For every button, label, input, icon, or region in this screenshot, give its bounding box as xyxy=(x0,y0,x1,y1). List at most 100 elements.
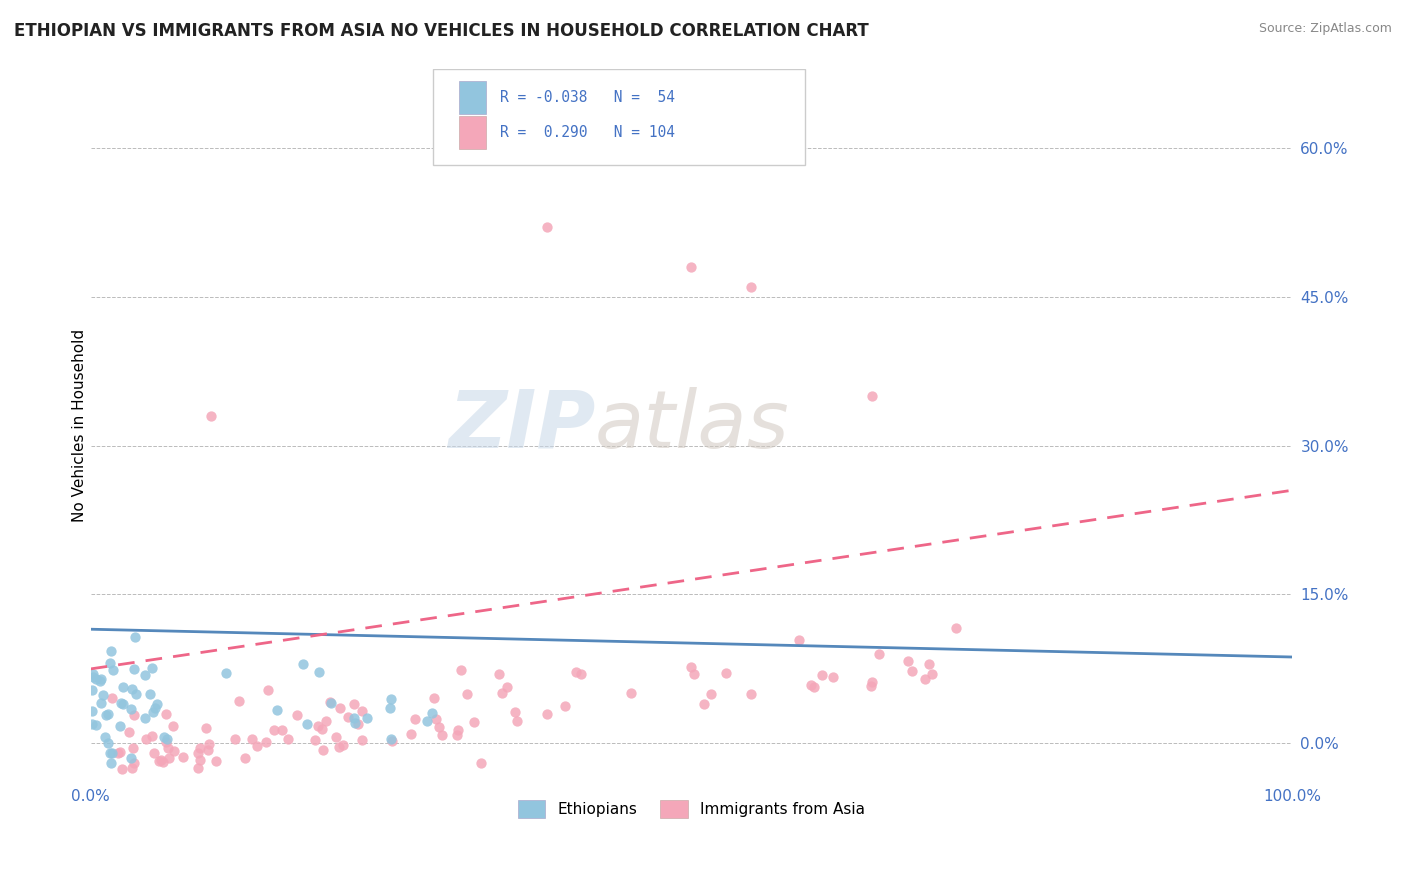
Point xyxy=(141,660,163,674)
Point xyxy=(945,621,967,635)
Point xyxy=(100,746,122,760)
Point xyxy=(233,751,256,765)
Point xyxy=(422,706,444,720)
Point xyxy=(536,220,558,235)
Point xyxy=(97,736,120,750)
Text: atlas: atlas xyxy=(595,387,790,465)
Point xyxy=(416,714,439,728)
Point xyxy=(285,707,308,722)
Point xyxy=(149,753,172,767)
Point xyxy=(228,694,250,708)
Point xyxy=(917,657,939,672)
FancyBboxPatch shape xyxy=(460,80,486,113)
Point xyxy=(84,672,107,686)
Point xyxy=(155,735,177,749)
Point xyxy=(141,729,163,743)
Point xyxy=(921,666,943,681)
Point xyxy=(163,744,186,758)
Point xyxy=(200,409,222,423)
Point xyxy=(120,751,142,765)
Point xyxy=(787,633,810,648)
Text: R =  0.290   N = 104: R = 0.290 N = 104 xyxy=(501,126,675,140)
Point xyxy=(470,756,492,771)
Point xyxy=(569,667,592,681)
Point xyxy=(266,703,288,717)
Point xyxy=(84,718,107,732)
Point xyxy=(463,715,485,730)
Point xyxy=(291,657,314,671)
Point xyxy=(134,710,156,724)
Point xyxy=(860,675,883,690)
Point xyxy=(683,667,706,681)
Point xyxy=(100,644,122,658)
Point xyxy=(868,647,890,661)
Point xyxy=(263,723,285,738)
Point xyxy=(162,719,184,733)
Point xyxy=(325,730,347,744)
Point xyxy=(681,260,703,274)
Point xyxy=(90,672,112,686)
Point xyxy=(488,667,510,681)
Point xyxy=(198,737,221,751)
Point xyxy=(896,654,918,668)
Point xyxy=(157,741,180,756)
Point xyxy=(240,732,263,747)
Point xyxy=(153,730,176,744)
Point xyxy=(188,753,211,767)
Point xyxy=(121,761,143,775)
Point xyxy=(91,688,114,702)
Point xyxy=(343,716,366,731)
Point xyxy=(101,746,124,760)
Point xyxy=(172,749,194,764)
Point xyxy=(80,682,103,697)
Point xyxy=(425,712,447,726)
Point xyxy=(356,711,378,725)
Point xyxy=(321,696,343,710)
Point xyxy=(319,695,342,709)
Point xyxy=(311,722,333,736)
Point xyxy=(121,740,143,755)
Point xyxy=(430,728,453,742)
Point xyxy=(120,701,142,715)
Point xyxy=(110,746,132,760)
Point xyxy=(505,714,527,728)
Point xyxy=(124,631,146,645)
Point xyxy=(205,754,228,768)
Point xyxy=(491,686,513,700)
Point xyxy=(195,721,218,735)
Point xyxy=(554,699,576,714)
Point xyxy=(94,707,117,722)
Point xyxy=(447,723,470,737)
Point xyxy=(311,742,333,756)
Point xyxy=(404,712,426,726)
Point xyxy=(343,711,366,725)
Point xyxy=(143,700,166,714)
Point xyxy=(98,656,121,670)
Point xyxy=(565,665,588,679)
Point xyxy=(188,741,211,756)
Point xyxy=(496,680,519,694)
Point xyxy=(122,662,145,676)
FancyBboxPatch shape xyxy=(433,69,806,165)
Point xyxy=(914,672,936,686)
Point xyxy=(536,706,558,721)
Point xyxy=(107,746,129,760)
Point xyxy=(125,688,148,702)
Point xyxy=(155,707,177,722)
Point xyxy=(108,719,131,733)
Point xyxy=(145,698,167,712)
Point xyxy=(859,679,882,693)
Point xyxy=(352,704,374,718)
Point xyxy=(315,714,337,728)
Text: Source: ZipAtlas.com: Source: ZipAtlas.com xyxy=(1258,22,1392,36)
Point xyxy=(142,706,165,720)
Point xyxy=(97,706,120,721)
Point xyxy=(620,686,643,700)
Point xyxy=(80,704,103,718)
Legend: Ethiopians, Immigrants from Asia: Ethiopians, Immigrants from Asia xyxy=(510,792,873,825)
Point xyxy=(254,735,277,749)
Point xyxy=(246,739,269,753)
Point xyxy=(700,687,723,701)
Text: R = -0.038   N =  54: R = -0.038 N = 54 xyxy=(501,89,675,104)
Point xyxy=(101,663,124,677)
